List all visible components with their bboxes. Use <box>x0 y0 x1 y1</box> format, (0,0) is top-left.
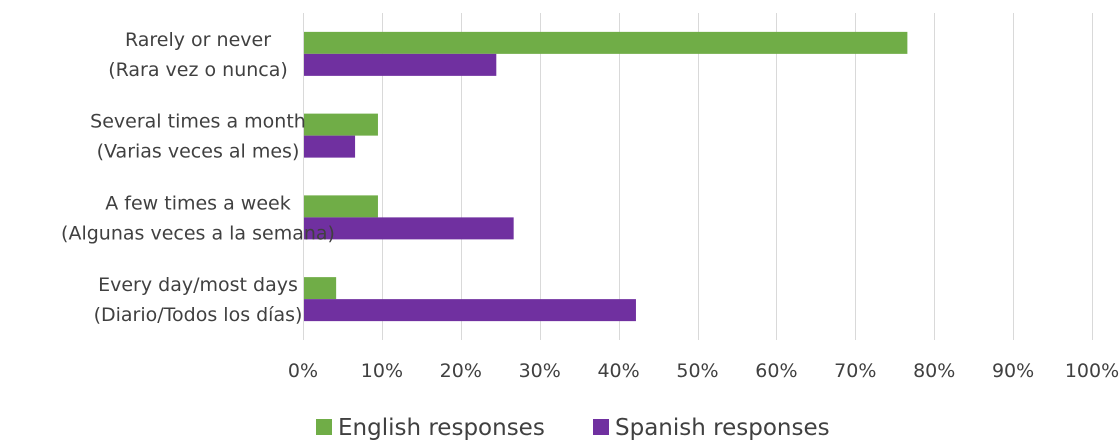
x-tick-label: 40% <box>597 360 639 382</box>
x-tick-label: 50% <box>676 360 718 382</box>
x-tick-label: 80% <box>913 360 955 382</box>
bar-english <box>304 195 378 218</box>
x-tick-label: 90% <box>992 360 1034 382</box>
category-label-spanish: (Rara vez o nunca) <box>108 59 288 81</box>
x-tick-label: 70% <box>834 360 876 382</box>
category-label: A few times a week <box>105 192 290 214</box>
legend-swatch-english <box>316 419 332 435</box>
x-tick-labels: 0% 10% 20% 30% 40% 50% 60% 70% 80% 90% 100% <box>288 360 1119 382</box>
bar-english <box>304 277 337 300</box>
bar-spanish <box>304 299 636 322</box>
legend-swatch-spanish <box>593 419 609 435</box>
bar-english <box>304 113 378 136</box>
category-label-spanish: (Algunas veces a la semana) <box>61 222 335 244</box>
bar-english <box>304 31 908 54</box>
x-tick-label: 10% <box>361 360 403 382</box>
bar-spanish <box>304 135 356 158</box>
category-label-spanish: (Diario/Todos los días) <box>94 304 303 326</box>
x-tick-label: 0% <box>288 360 318 382</box>
bar-spanish <box>304 53 497 76</box>
category-label-spanish: (Varias veces al mes) <box>97 141 300 163</box>
x-tick-label: 30% <box>519 360 561 382</box>
x-tick-label: 20% <box>440 360 482 382</box>
category-labels: Rarely or never (Rara vez o nunca) Several… <box>61 29 335 326</box>
category-label: Every day/most days <box>98 274 298 296</box>
x-tick-label: 100% <box>1065 360 1119 382</box>
legend-label-english: English responses <box>338 415 545 441</box>
category-label: Rarely or never <box>125 29 271 51</box>
category-label: Several times a month <box>90 111 306 133</box>
bar-spanish <box>304 217 514 240</box>
legend-label-spanish: Spanish responses <box>615 415 830 441</box>
x-tick-label: 60% <box>755 360 797 382</box>
bars <box>304 31 908 322</box>
legend: English responses Spanish responses <box>316 415 830 441</box>
